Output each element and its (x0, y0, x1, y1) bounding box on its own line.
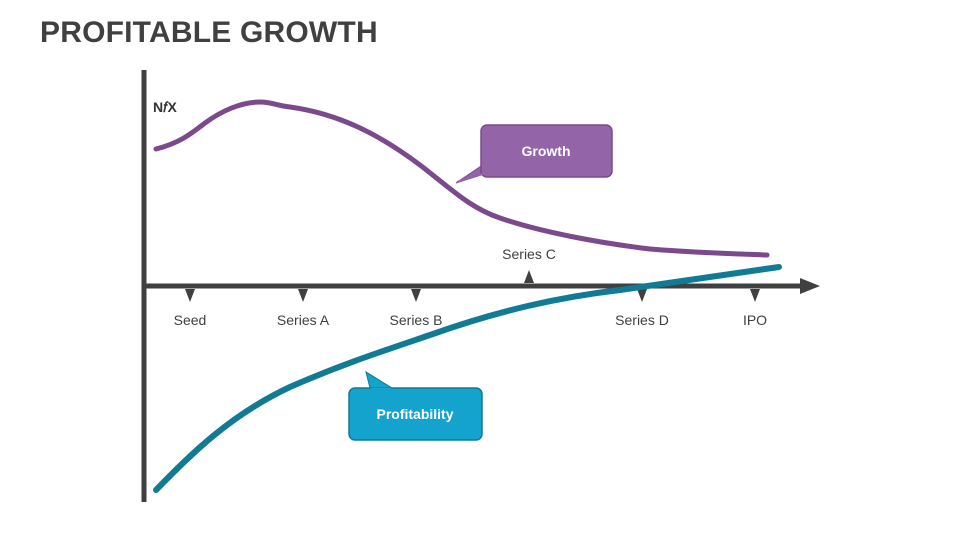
growth-curve (153, 99, 770, 258)
tick-series-b (411, 289, 421, 302)
profitability-callout: Profitability (348, 370, 483, 441)
stage-label-series-c: Series C (502, 246, 556, 262)
stage-label-seed: Seed (174, 312, 207, 328)
tick-series-a (298, 289, 308, 302)
stage-label-series-a: Series A (277, 312, 330, 328)
profitability-curve (153, 264, 782, 493)
x-axis-arrow-icon (800, 278, 820, 294)
tick-seed (185, 289, 195, 302)
profitability-callout-label: Profitability (376, 406, 453, 422)
tick-ipo (750, 289, 760, 302)
tick-series-c (524, 270, 534, 283)
stage-label-ipo: IPO (743, 312, 767, 328)
growth-callout-label: Growth (522, 143, 571, 159)
stage-label-series-d: Series D (615, 312, 669, 328)
growth-callout: Growth (455, 124, 613, 184)
tick-series-d (637, 289, 647, 302)
stage-label-series-b: Series B (390, 312, 443, 328)
y-axis-label: N𝑓X (153, 99, 177, 115)
page-title: PROFITABLE GROWTH (40, 16, 378, 49)
